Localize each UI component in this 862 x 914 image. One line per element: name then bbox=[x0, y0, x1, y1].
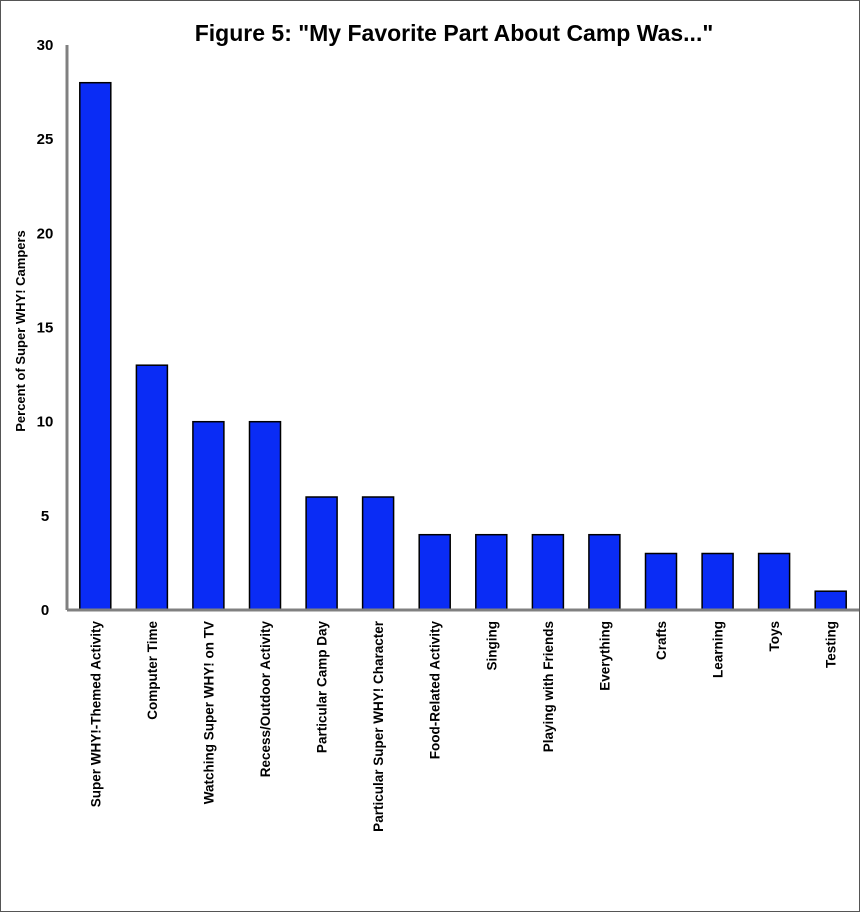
y-tick-label: 15 bbox=[37, 320, 54, 337]
y-tick-label: 10 bbox=[37, 414, 54, 431]
bar bbox=[305, 496, 338, 611]
x-tick-label: Recess/Outdoor Activity bbox=[258, 621, 273, 778]
y-tick-label: 5 bbox=[41, 508, 49, 525]
bar bbox=[701, 552, 734, 611]
y-tick-label: 25 bbox=[37, 131, 54, 148]
bar bbox=[135, 364, 169, 611]
bar bbox=[418, 533, 451, 611]
x-axis-labels: Super WHY!-Themed Activity Computer Time W… bbox=[88, 620, 838, 832]
bar bbox=[531, 533, 565, 611]
y-axis-label: Percent of Super WHY! Campers bbox=[13, 230, 28, 432]
bar bbox=[475, 533, 508, 611]
x-tick-label: Testing bbox=[824, 621, 839, 668]
bar bbox=[814, 590, 847, 611]
x-tick-label: Computer Time bbox=[145, 621, 160, 720]
x-tick-label: Learning bbox=[711, 621, 726, 678]
y-tick-label: 0 bbox=[41, 602, 49, 619]
x-tick-label: Playing with Friends bbox=[541, 621, 556, 752]
bar bbox=[79, 81, 112, 611]
x-tick-label: Crafts bbox=[654, 621, 669, 660]
bar bbox=[588, 533, 621, 611]
bar bbox=[644, 552, 678, 611]
x-tick-label: Food-Related Activity bbox=[428, 621, 443, 760]
chart-title: Figure 5: "My Favorite Part About Camp W… bbox=[195, 20, 714, 46]
y-tick-label: 20 bbox=[37, 225, 54, 242]
x-tick-label: Super WHY!-Themed Activity bbox=[88, 621, 103, 808]
y-axis-ticks: 0 5 10 15 20 25 30 bbox=[37, 37, 54, 619]
bars-group bbox=[79, 81, 847, 611]
x-tick-label: Toys bbox=[767, 621, 782, 652]
bar bbox=[757, 552, 791, 611]
bar bbox=[248, 420, 282, 611]
bar bbox=[192, 420, 225, 611]
x-tick-label: Singing bbox=[484, 621, 499, 671]
y-tick-label: 30 bbox=[37, 37, 54, 54]
x-tick-label: Everything bbox=[597, 621, 612, 691]
x-tick-label: Watching Super WHY! on TV bbox=[201, 621, 216, 804]
bar bbox=[361, 496, 395, 611]
x-tick-label: Particular Super WHY! Character bbox=[371, 620, 386, 832]
x-tick-label: Particular Camp Day bbox=[315, 621, 330, 754]
